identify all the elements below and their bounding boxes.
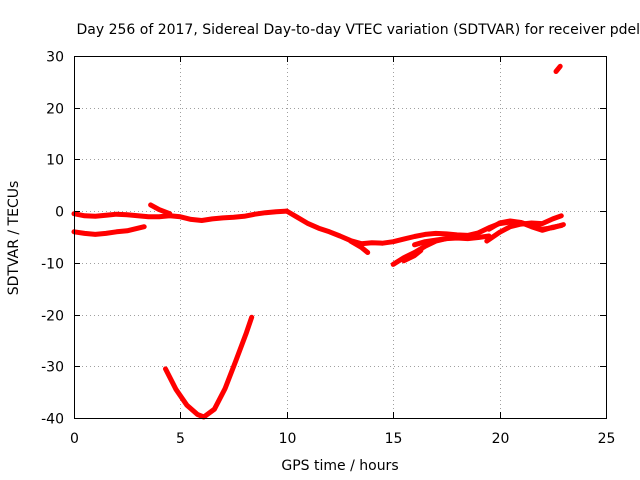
- y-tick-label: -30: [41, 360, 64, 376]
- series-line-arc-g: [401, 247, 424, 264]
- series-line-arc-e: [348, 238, 371, 255]
- chart-title: Day 256 of 2017, Sidereal Day-to-day VTE…: [77, 22, 640, 38]
- series-line-arc-l: [553, 63, 563, 74]
- series-line-arc-c: [148, 202, 173, 217]
- y-tick-label: 0: [55, 205, 64, 221]
- y-tick-label: 10: [46, 153, 64, 169]
- x-tick-label: 25: [598, 431, 616, 447]
- x-axis-label: GPS time / hours: [281, 458, 398, 474]
- series-line-arc-a: [71, 208, 290, 223]
- y-tick-label: -20: [41, 309, 64, 325]
- plot-frame: [74, 56, 607, 419]
- y-tick-label: -40: [41, 412, 64, 428]
- series-line-arc-j: [486, 218, 566, 232]
- x-tick-label: 20: [492, 431, 510, 447]
- y-axis-label: SDTVAR / TECUs: [6, 181, 22, 296]
- axis-ticks: 0 5 10 15 20 25 -40 -30 -20 -10 0 10 20 30: [41, 50, 615, 448]
- y-tick-label: 30: [46, 50, 64, 66]
- x-tick-label: 15: [385, 431, 403, 447]
- y-tick-label: 20: [46, 102, 64, 118]
- x-tick-label: 5: [176, 431, 185, 447]
- series-line-arc-i: [412, 233, 492, 248]
- data-series: [71, 63, 566, 420]
- y-tick-label: -10: [41, 257, 64, 273]
- x-tick-label: 0: [70, 431, 79, 447]
- series-line-arc-k: [163, 314, 255, 420]
- x-tick-label: 10: [279, 431, 297, 447]
- series-line-arc-b: [71, 224, 147, 237]
